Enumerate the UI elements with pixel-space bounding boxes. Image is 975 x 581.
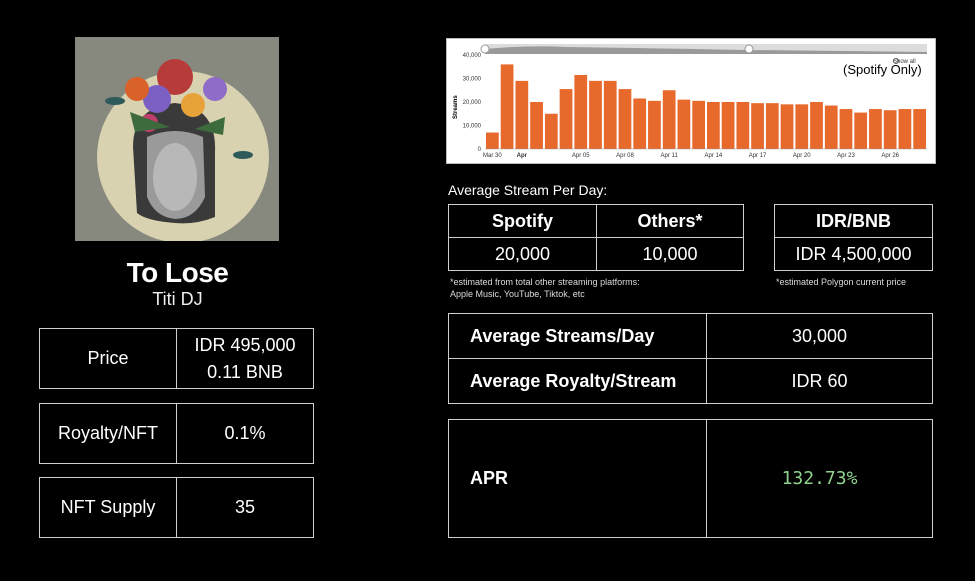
chart-bar[interactable] <box>869 109 882 149</box>
album-art-image <box>75 37 279 241</box>
chart-bar[interactable] <box>544 113 558 149</box>
chart-bar[interactable] <box>824 105 838 149</box>
avg-royalty-value: IDR 60 <box>706 358 933 404</box>
chart-bar[interactable] <box>810 102 823 149</box>
chart-bar[interactable] <box>692 100 705 149</box>
x-tick-label: Apr 05 <box>572 153 590 159</box>
chart-bar[interactable] <box>515 80 529 149</box>
stream-note: *estimated from total other streaming pl… <box>450 276 640 300</box>
avg-royalty-label: Average Royalty/Stream <box>448 358 707 404</box>
range-handle-right[interactable] <box>744 44 754 54</box>
royalty-table: Royalty/NFT 0.1% <box>39 403 314 464</box>
others-header: Others* <box>596 204 744 238</box>
streams-chart: Show all (Spotify Only) Streams 40,000 30… <box>446 38 936 164</box>
chart-bar[interactable] <box>559 89 573 149</box>
chart-ylabel: Streams <box>453 95 459 119</box>
y-tick-label: 10,000 <box>463 124 482 130</box>
album-cover <box>75 37 279 241</box>
avg-streams-value: 30,000 <box>706 313 933 359</box>
avg-stream-label: Average Stream Per Day: <box>448 182 608 198</box>
supply-table: NFT Supply 35 <box>39 477 314 538</box>
x-tick-label: Apr <box>517 153 528 159</box>
range-slider-sparkline <box>485 46 927 54</box>
x-tick-label: Apr 23 <box>837 153 855 159</box>
price-idr: IDR 495,000 <box>194 334 296 355</box>
price-bnb: 0.11 BNB <box>207 361 283 382</box>
chart-bar[interactable] <box>854 112 868 149</box>
chart-bar[interactable] <box>574 74 588 149</box>
rate-table: IDR/BNB IDR 4,500,000 <box>774 204 933 271</box>
show-all-icon <box>893 58 899 64</box>
chart-bar[interactable] <box>500 64 514 149</box>
chart-bar[interactable] <box>589 80 602 149</box>
summary-table: Average Streams/Day 30,000 Average Royal… <box>448 313 933 404</box>
price-label: Price <box>39 328 177 389</box>
apr-table: APR 132.73% <box>448 419 933 538</box>
chart-annotation: (Spotify Only) <box>843 62 922 77</box>
y-tick-label: 40,000 <box>463 53 482 59</box>
chart-bar[interactable] <box>736 102 750 149</box>
chart-bar[interactable] <box>633 98 647 149</box>
spotify-header: Spotify <box>448 204 597 238</box>
chart-bar[interactable] <box>648 100 661 149</box>
stream-note-line1: *estimated from total other streaming pl… <box>450 277 640 287</box>
avg-streams-label: Average Streams/Day <box>448 313 707 359</box>
apr-label: APR <box>448 419 707 538</box>
streams-chart-svg: Show all (Spotify Only) Streams 40,000 30… <box>453 44 927 159</box>
y-tick-label: 20,000 <box>463 100 482 106</box>
x-tick-label: Apr 11 <box>661 153 679 159</box>
artist-name: Titi DJ <box>152 289 203 309</box>
stream-note-line2: Apple Music, YouTube, Tiktok, etc <box>450 289 585 299</box>
rate-header: IDR/BNB <box>774 204 933 238</box>
chart-bar[interactable] <box>662 90 676 149</box>
chart-bar[interactable] <box>765 103 779 149</box>
chart-bar[interactable] <box>486 132 499 149</box>
range-slider-track[interactable] <box>485 44 927 54</box>
x-tick-label: Apr 26 <box>881 153 899 159</box>
chart-bar[interactable] <box>707 102 720 149</box>
royalty-value: 0.1% <box>176 403 314 464</box>
royalty-label: Royalty/NFT <box>39 403 177 464</box>
chart-bar[interactable] <box>883 110 897 149</box>
x-tick-label: Apr 20 <box>793 153 811 159</box>
range-handle-left[interactable] <box>480 44 490 54</box>
price-value: IDR 495,000 0.11 BNB <box>176 328 314 389</box>
x-tick-label: Mar 30 <box>483 153 502 159</box>
chart-bar[interactable] <box>913 109 926 149</box>
supply-label: NFT Supply <box>39 477 177 538</box>
chart-bar[interactable] <box>603 80 617 149</box>
chart-bar[interactable] <box>795 104 809 149</box>
y-tick-label: 30,000 <box>463 77 482 83</box>
stream-table: Spotify Others* 20,000 10,000 <box>448 204 744 271</box>
chart-bar[interactable] <box>721 102 735 149</box>
supply-value: 35 <box>176 477 314 538</box>
chart-bar[interactable] <box>618 89 632 149</box>
apr-value: 132.73% <box>706 419 933 538</box>
y-tick-label: 0 <box>478 147 482 153</box>
others-value: 10,000 <box>596 237 744 271</box>
rate-note: *estimated Polygon current price <box>776 277 907 287</box>
x-tick-label: Apr 14 <box>705 153 723 159</box>
chart-bar[interactable] <box>898 109 912 149</box>
chart-bar[interactable] <box>839 109 853 149</box>
track-title: To Lose <box>126 257 229 288</box>
chart-bar[interactable] <box>780 104 794 149</box>
x-tick-label: Apr 17 <box>749 153 767 159</box>
rate-value: IDR 4,500,000 <box>774 237 933 271</box>
spotify-value: 20,000 <box>448 237 597 271</box>
chart-bar[interactable] <box>677 99 691 149</box>
show-all-link[interactable]: Show all <box>893 59 916 65</box>
chart-bar[interactable] <box>751 103 764 149</box>
chart-bar[interactable] <box>530 102 543 149</box>
x-tick-label: Apr 08 <box>616 153 634 159</box>
price-table: Price IDR 495,000 0.11 BNB <box>39 328 314 389</box>
